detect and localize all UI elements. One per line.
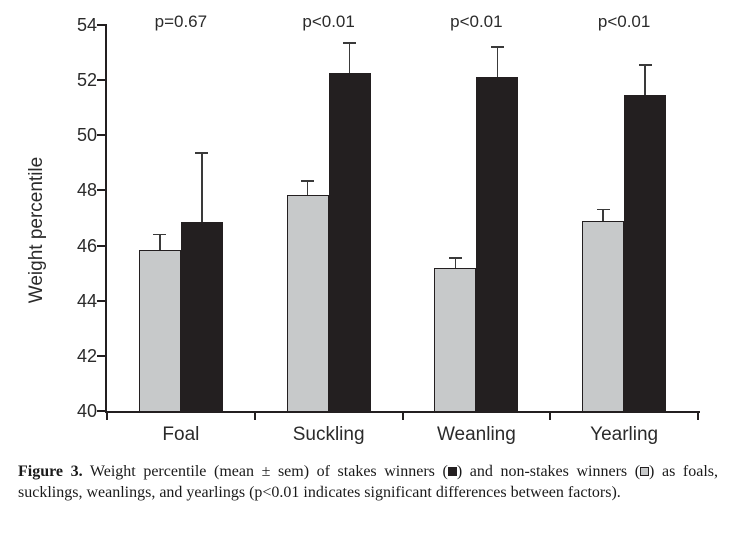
bar-non-stakes-winners — [434, 267, 477, 412]
y-axis-tick-label: 48 — [76, 180, 97, 201]
p-value-label: p<0.01 — [450, 12, 503, 31]
x-axis-tick — [253, 413, 256, 420]
x-axis-tick — [106, 413, 108, 420]
error-bar-cap — [596, 208, 610, 211]
error-bar-line — [644, 64, 646, 96]
figure-caption-text-2: ) and non-stakes winners ( — [456, 463, 641, 480]
bar-stakes-winners — [180, 222, 223, 412]
y-axis-tick-label: 46 — [76, 235, 97, 256]
y-axis-tick — [97, 24, 105, 26]
figure-caption-text-3: ) as foals, sucklings, weanlings, and ye… — [18, 463, 718, 502]
error-bar-cap — [343, 42, 357, 44]
bar-stakes-winners — [624, 95, 667, 412]
y-axis-tick-label: 54 — [76, 15, 97, 35]
y-axis-tick — [97, 134, 105, 137]
stakes-winner-square-icon — [447, 467, 457, 476]
y-axis-tick — [97, 79, 105, 82]
error-bar-cap — [448, 257, 462, 259]
figure-caption-label: Figure 3. — [18, 463, 83, 480]
figure-caption: Figure 3. Weight percentile (mean ± sem)… — [18, 461, 718, 503]
y-axis-tick-label: 50 — [76, 125, 97, 146]
y-axis-line — [105, 24, 107, 413]
y-axis-tick-label: 52 — [76, 70, 97, 91]
p-value-label: p<0.01 — [597, 12, 651, 31]
bar-stakes-winners — [328, 73, 371, 412]
x-axis-tick — [549, 413, 552, 420]
y-axis-tick — [97, 244, 105, 247]
error-bar-cap — [490, 46, 504, 48]
error-bar-cap — [638, 64, 652, 66]
error-bar-line — [201, 153, 203, 223]
bar-non-stakes-winners — [138, 249, 181, 412]
y-axis-tick — [97, 354, 105, 357]
x-axis-category-label: Weanling — [436, 424, 516, 445]
error-bar-cap — [195, 152, 209, 154]
error-bar-line — [496, 47, 499, 78]
y-axis-tick — [97, 189, 105, 192]
error-bar-line — [348, 42, 351, 74]
bar-non-stakes-winners — [582, 220, 625, 412]
x-axis-line — [105, 411, 700, 413]
figure-caption-text-1: Weight percentile (mean ± sem) of stakes… — [82, 463, 448, 480]
error-bar-cap — [301, 180, 315, 182]
error-bar-line — [602, 209, 604, 221]
error-bar-line — [454, 257, 457, 268]
x-axis-category-label: Suckling — [292, 424, 365, 445]
y-axis-tick — [97, 410, 105, 412]
x-axis-category-label: Foal — [162, 424, 200, 445]
error-bar-cap — [153, 233, 167, 236]
x-axis-category-label: Yearling — [590, 424, 659, 445]
y-axis-tick-label: 42 — [76, 345, 97, 366]
p-value-label: p=0.67 — [154, 12, 208, 31]
y-axis-title: Weight percentile — [26, 156, 47, 304]
plot-area: Weight percentile 40 42 44 46 48 50 52 54 Foal p=… — [26, 12, 700, 445]
y-axis-tick-label: 40 — [76, 401, 97, 421]
non-stakes-winner-square-icon — [640, 467, 650, 476]
p-value-label: p<0.01 — [302, 12, 355, 31]
bar-non-stakes-winners — [286, 194, 329, 412]
y-axis-tick-label: 44 — [76, 290, 97, 311]
y-axis-tick — [97, 299, 105, 302]
x-axis-tick — [697, 413, 699, 420]
x-axis-tick — [401, 413, 404, 420]
bar-stakes-winners — [476, 77, 519, 412]
error-bar-line — [159, 234, 161, 250]
error-bar-line — [306, 180, 309, 195]
